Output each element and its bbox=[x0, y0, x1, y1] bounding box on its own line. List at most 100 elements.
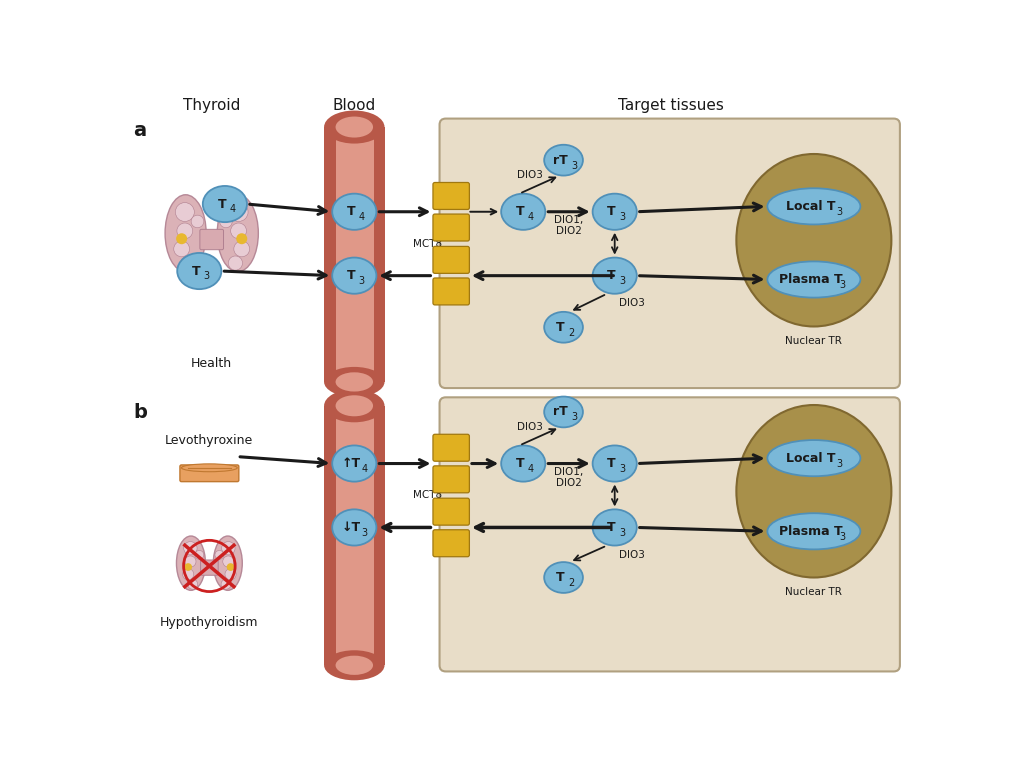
Text: 3: 3 bbox=[361, 528, 368, 537]
Ellipse shape bbox=[593, 510, 637, 545]
FancyBboxPatch shape bbox=[433, 498, 469, 525]
Bar bbox=[346, 127, 362, 382]
Text: Target tissues: Target tissues bbox=[617, 98, 723, 113]
Ellipse shape bbox=[736, 154, 891, 326]
FancyBboxPatch shape bbox=[433, 466, 469, 493]
Text: 4: 4 bbox=[527, 213, 534, 222]
Text: T: T bbox=[607, 521, 615, 534]
Text: ↓T: ↓T bbox=[342, 521, 360, 534]
FancyBboxPatch shape bbox=[201, 560, 218, 575]
Ellipse shape bbox=[767, 262, 860, 298]
Bar bbox=[324, 406, 336, 665]
Text: 3: 3 bbox=[620, 213, 626, 222]
Text: Local T: Local T bbox=[786, 200, 836, 213]
Circle shape bbox=[184, 563, 193, 571]
Circle shape bbox=[176, 233, 187, 244]
Circle shape bbox=[237, 233, 247, 244]
FancyBboxPatch shape bbox=[433, 246, 469, 273]
Ellipse shape bbox=[181, 464, 238, 472]
Ellipse shape bbox=[336, 116, 373, 138]
Circle shape bbox=[181, 256, 196, 270]
Text: 3: 3 bbox=[836, 207, 842, 216]
Text: DIO3: DIO3 bbox=[517, 170, 543, 179]
Bar bbox=[346, 406, 362, 665]
Text: MCT8: MCT8 bbox=[413, 239, 442, 249]
Text: T: T bbox=[516, 206, 524, 218]
Ellipse shape bbox=[544, 145, 583, 176]
Text: Thyroid: Thyroid bbox=[183, 98, 241, 113]
Text: T: T bbox=[607, 206, 615, 218]
Bar bbox=[324, 127, 336, 382]
Text: 4: 4 bbox=[361, 464, 368, 474]
Circle shape bbox=[230, 223, 247, 239]
Circle shape bbox=[226, 563, 234, 571]
Text: Levothyroxine: Levothyroxine bbox=[165, 434, 254, 447]
FancyBboxPatch shape bbox=[200, 229, 223, 249]
Text: 4: 4 bbox=[527, 464, 534, 474]
Text: 4: 4 bbox=[358, 213, 365, 222]
Ellipse shape bbox=[544, 312, 583, 343]
Bar bbox=[374, 406, 385, 665]
Text: T: T bbox=[516, 457, 524, 470]
Text: T: T bbox=[607, 457, 615, 470]
Ellipse shape bbox=[217, 195, 258, 272]
Text: b: b bbox=[133, 403, 147, 423]
Circle shape bbox=[195, 551, 204, 559]
Text: a: a bbox=[133, 121, 146, 140]
Bar bbox=[374, 127, 385, 382]
Text: T: T bbox=[217, 198, 226, 210]
Text: T: T bbox=[607, 270, 615, 282]
Ellipse shape bbox=[332, 510, 377, 545]
Text: T: T bbox=[347, 206, 355, 218]
Bar bbox=[324, 406, 385, 665]
Circle shape bbox=[182, 569, 194, 580]
Text: 3: 3 bbox=[620, 464, 626, 474]
Text: 3: 3 bbox=[571, 413, 578, 422]
Text: DIO1,
DIO2: DIO1, DIO2 bbox=[554, 215, 584, 236]
Ellipse shape bbox=[213, 536, 243, 591]
Text: 4: 4 bbox=[229, 205, 236, 214]
Ellipse shape bbox=[336, 656, 373, 675]
Circle shape bbox=[184, 556, 196, 567]
Circle shape bbox=[215, 551, 224, 559]
Text: 3: 3 bbox=[358, 276, 365, 286]
Text: rT: rT bbox=[553, 154, 568, 166]
Circle shape bbox=[221, 579, 231, 589]
Ellipse shape bbox=[336, 395, 373, 417]
Circle shape bbox=[221, 541, 236, 555]
FancyBboxPatch shape bbox=[433, 530, 469, 557]
FancyBboxPatch shape bbox=[433, 214, 469, 241]
Text: 3: 3 bbox=[839, 280, 845, 290]
Circle shape bbox=[225, 569, 237, 580]
Text: Plasma T: Plasma T bbox=[779, 525, 843, 537]
Text: 3: 3 bbox=[204, 272, 210, 281]
Text: Nuclear TR: Nuclear TR bbox=[785, 587, 843, 597]
Text: 3: 3 bbox=[571, 161, 578, 170]
Ellipse shape bbox=[767, 440, 860, 476]
Text: Health: Health bbox=[191, 357, 232, 370]
Ellipse shape bbox=[324, 390, 385, 422]
Text: 2: 2 bbox=[568, 328, 574, 337]
Text: 3: 3 bbox=[839, 532, 845, 541]
FancyBboxPatch shape bbox=[439, 119, 900, 388]
Text: 3: 3 bbox=[620, 276, 626, 286]
Text: DIO3: DIO3 bbox=[618, 550, 644, 560]
Ellipse shape bbox=[181, 464, 238, 474]
Circle shape bbox=[183, 541, 197, 555]
Circle shape bbox=[219, 215, 232, 228]
Ellipse shape bbox=[767, 514, 860, 550]
Ellipse shape bbox=[332, 445, 377, 482]
FancyBboxPatch shape bbox=[439, 397, 900, 671]
Text: T: T bbox=[556, 571, 565, 584]
Circle shape bbox=[177, 223, 193, 239]
Text: DIO3: DIO3 bbox=[517, 422, 543, 431]
Ellipse shape bbox=[332, 257, 377, 294]
Ellipse shape bbox=[593, 445, 637, 482]
Text: Plasma T: Plasma T bbox=[779, 273, 843, 286]
Ellipse shape bbox=[332, 193, 377, 229]
Ellipse shape bbox=[767, 188, 860, 225]
Text: rT: rT bbox=[553, 406, 568, 418]
Ellipse shape bbox=[501, 445, 546, 482]
Circle shape bbox=[187, 579, 198, 589]
Circle shape bbox=[191, 215, 204, 228]
